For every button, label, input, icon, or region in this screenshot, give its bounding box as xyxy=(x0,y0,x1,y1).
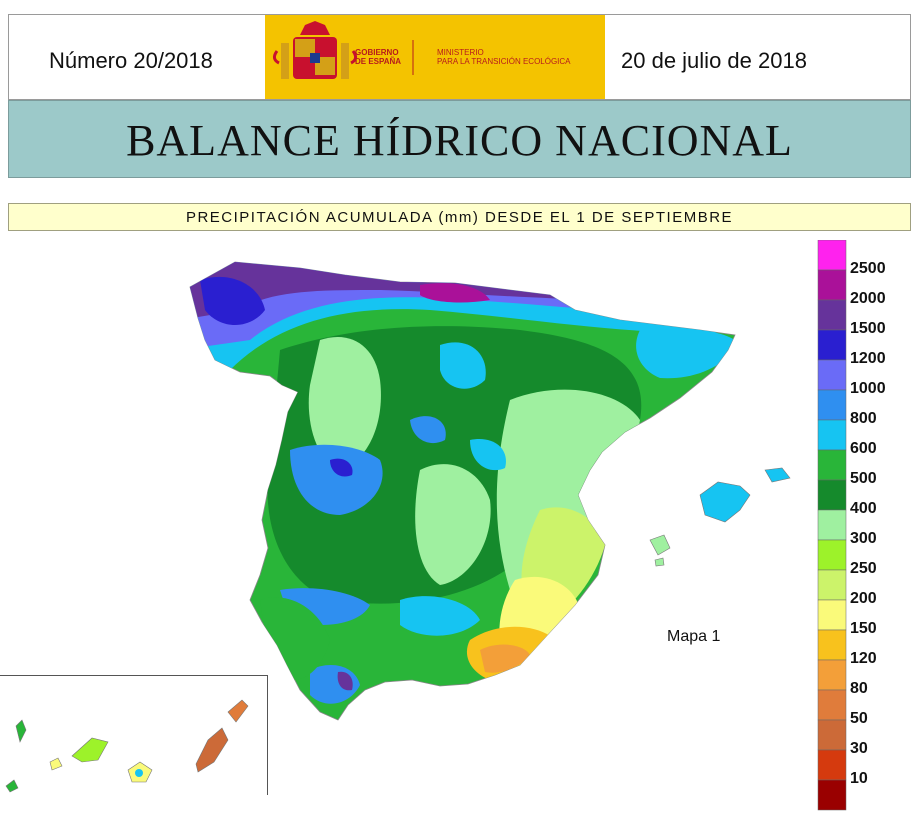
precipitation-map xyxy=(5,240,847,811)
legend-value: 1500 xyxy=(850,320,886,337)
legend-value: 30 xyxy=(850,740,868,757)
ministry-line2: PARA LA TRANSICIÓN ECOLÓGICA xyxy=(437,57,571,66)
legend-swatch xyxy=(817,419,847,451)
legend-swatch xyxy=(817,599,847,631)
legend-value: 600 xyxy=(850,440,877,457)
canary-lanzarote xyxy=(227,699,249,723)
balearic-formentera xyxy=(654,557,665,567)
canary-la-gomera xyxy=(49,757,63,771)
canary-inset-frame xyxy=(0,675,268,795)
legend-swatch xyxy=(817,749,847,781)
gov-line2: DE ESPAÑA xyxy=(355,57,402,66)
page-title: BALANCE HÍDRICO NACIONAL xyxy=(126,116,793,165)
legend-swatch xyxy=(817,269,847,301)
legend-color-bar xyxy=(817,240,847,811)
legend-swatch xyxy=(817,509,847,541)
legend-value: 400 xyxy=(850,500,877,517)
legend-swatch xyxy=(817,719,847,751)
canary-tenerife xyxy=(71,737,109,763)
map-subtitle: PRECIPITACIÓN ACUMULADA (mm) DESDE EL 1 … xyxy=(185,209,734,226)
legend-value: 80 xyxy=(850,680,868,697)
legend-value: 10 xyxy=(850,770,868,787)
legend-swatch xyxy=(817,329,847,361)
legend-swatch xyxy=(817,569,847,601)
balearic-menorca xyxy=(764,467,791,483)
gov-line1: GOBIERNO xyxy=(355,48,399,57)
canary-la-palma xyxy=(15,719,27,743)
legend-value: 150 xyxy=(850,620,877,637)
legend-value: 50 xyxy=(850,710,868,727)
legend-swatch xyxy=(817,479,847,511)
map-label: Mapa 1 xyxy=(667,628,721,645)
legend-value: 120 xyxy=(850,650,877,667)
legend-value: 500 xyxy=(850,470,877,487)
legend-value: 200 xyxy=(850,590,877,607)
balearic-ibiza xyxy=(649,534,671,556)
legend-swatch xyxy=(817,359,847,391)
balearic-mallorca xyxy=(699,481,751,523)
legend-value: 1000 xyxy=(850,380,886,397)
legend-swatch xyxy=(817,299,847,331)
legend-value: 800 xyxy=(850,410,877,427)
subtitle-bar: PRECIPITACIÓN ACUMULADA (mm) DESDE EL 1 … xyxy=(8,203,911,231)
legend-swatch xyxy=(817,779,847,811)
legend-swatch xyxy=(817,629,847,661)
legend-value: 300 xyxy=(850,530,877,547)
government-logo: GOBIERNO DE ESPAÑA MINISTERIO PARA LA TR… xyxy=(265,15,605,99)
legend-swatch xyxy=(817,449,847,481)
legend-swatch xyxy=(817,689,847,721)
legend-swatch xyxy=(817,539,847,571)
legend-swatch xyxy=(817,659,847,691)
canary-el-hierro xyxy=(5,779,19,793)
legend-value: 2500 xyxy=(850,260,886,277)
ministry-line1: MINISTERIO xyxy=(437,48,484,57)
issue-number: Número 20/2018 xyxy=(49,48,213,73)
header-box: Número 20/2018 GOBIERNO DE ESPAÑA MINIST… xyxy=(8,14,911,100)
canary-fuerteventura xyxy=(195,727,229,773)
legend-value: 250 xyxy=(850,560,877,577)
issue-date: 20 de julio de 2018 xyxy=(621,48,807,73)
title-bar: BALANCE HÍDRICO NACIONAL xyxy=(8,100,911,178)
legend-value: 2000 xyxy=(850,290,886,307)
legend-swatch xyxy=(817,240,847,271)
legend-swatch xyxy=(817,389,847,421)
legend-value: 1200 xyxy=(850,350,886,367)
coat-of-arms-icon xyxy=(272,21,414,79)
